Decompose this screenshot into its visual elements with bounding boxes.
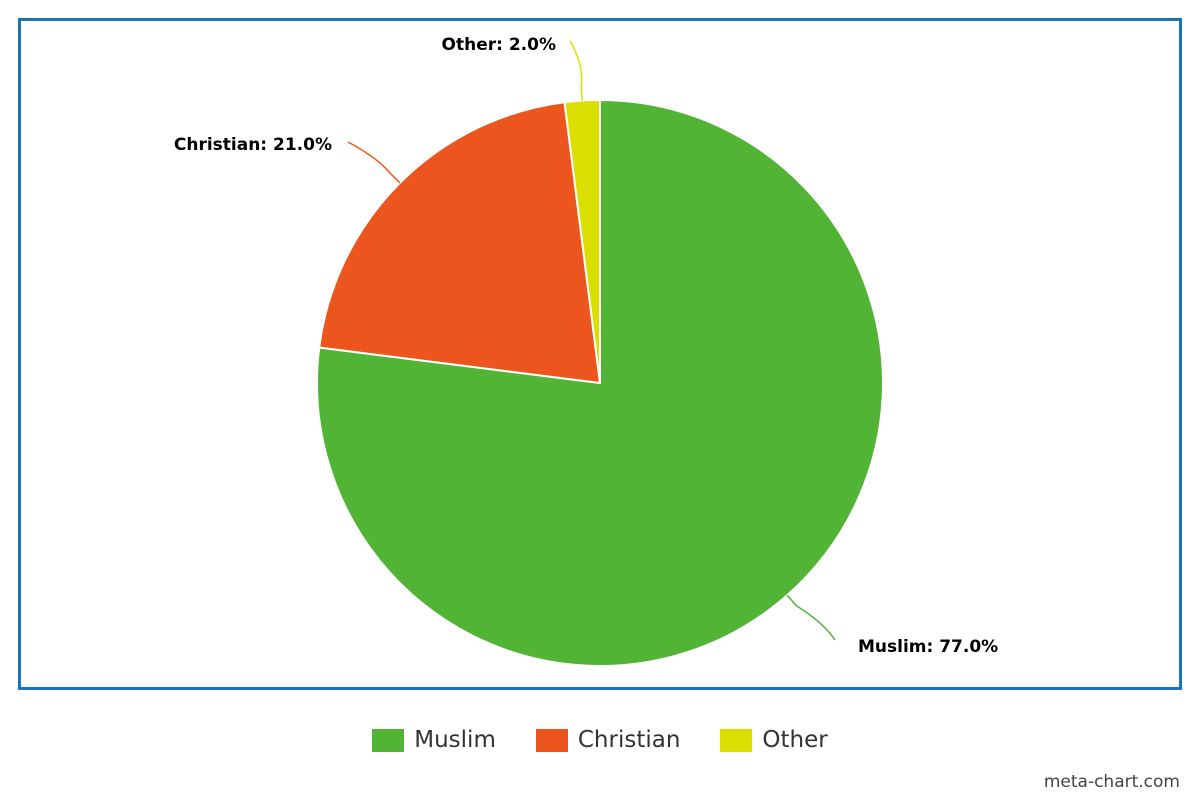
legend-label-christian: Christian bbox=[577, 727, 681, 753]
pie-slices bbox=[316, 99, 884, 667]
legend: Muslim Christian Other bbox=[0, 724, 1200, 756]
legend-item-muslim[interactable]: Muslim bbox=[372, 727, 496, 753]
legend-label-other: Other bbox=[762, 727, 828, 753]
legend-label-muslim: Muslim bbox=[414, 727, 496, 753]
data-label-muslim: Muslim: 77.0% bbox=[858, 637, 998, 657]
connector-line-muslim bbox=[786, 594, 836, 641]
legend-swatch-muslim bbox=[372, 728, 405, 752]
legend-swatch-christian bbox=[535, 728, 568, 752]
legend-swatch-other bbox=[720, 728, 753, 752]
credit-text[interactable]: meta-chart.com bbox=[1043, 772, 1180, 792]
connector-line-christian bbox=[347, 141, 401, 184]
legend-item-other[interactable]: Other bbox=[720, 727, 828, 753]
legend-item-christian[interactable]: Christian bbox=[535, 727, 681, 753]
data-label-other: Other: 2.0% bbox=[442, 35, 556, 55]
pie-slice-other[interactable] bbox=[563, 99, 601, 384]
pie-slice-christian[interactable] bbox=[318, 101, 601, 384]
pie-labels: Muslim: 77.0% Christian: 21.0% Other: 2.0% bbox=[174, 35, 998, 657]
connector-line-other bbox=[569, 40, 583, 101]
data-label-christian: Christian: 21.0% bbox=[174, 135, 332, 155]
